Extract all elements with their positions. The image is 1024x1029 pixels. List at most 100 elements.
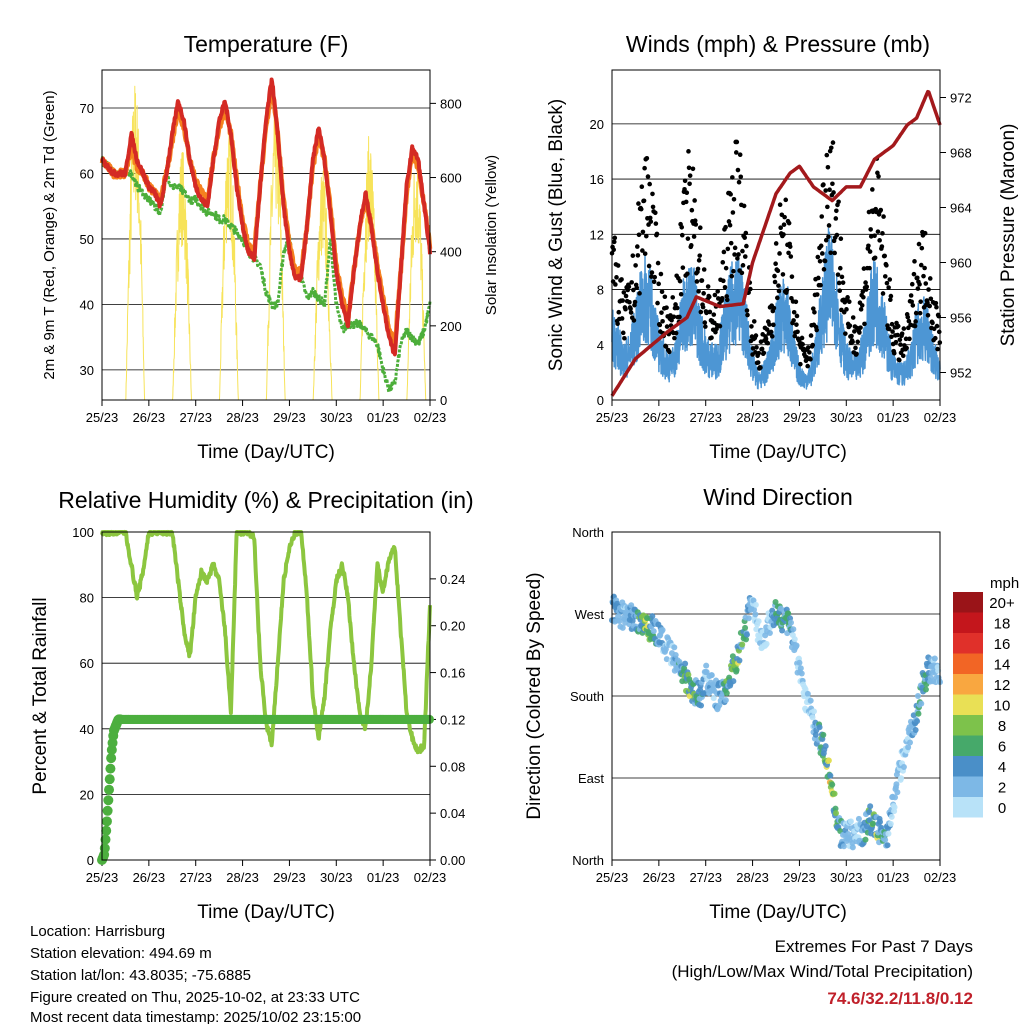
gust-point [703,324,708,329]
rh-xlabel: Time (Day/UTC) [197,902,335,923]
gust-point [622,335,627,341]
gust-point [765,340,771,346]
gust-point [899,331,905,336]
direction-point [914,692,921,699]
gust-point [778,225,783,231]
gust-point [903,336,909,342]
gust-point [649,274,654,279]
gust-point [724,297,730,303]
gust-point [693,222,699,227]
x-tick-label: 01/23 [367,410,400,425]
direction-point [672,652,679,659]
direction-point [698,702,705,709]
gust-point [776,288,782,294]
gust-point [612,235,618,241]
direction-point [730,678,737,685]
x-tick-label: 25/23 [86,870,119,885]
gust-point [791,318,796,323]
gust-point [611,247,616,253]
gust-point [773,241,779,246]
gust-point [863,280,868,285]
gust-point [733,150,739,155]
gust-point [621,290,627,295]
gust-point [855,339,861,345]
gust-point [837,265,843,271]
gust-point [834,208,839,214]
gust-point [777,251,782,256]
wind-y2label: Station Pressure (Maroon) [998,124,1019,347]
gust-point [858,325,863,330]
plot-frame [101,531,431,861]
gust-point [636,201,641,206]
y-tick-label: 40 [80,297,94,312]
gust-point [670,295,676,300]
gust-point [910,303,916,308]
direction-point [615,613,622,620]
x-tick-label: 29/23 [273,870,306,885]
direction-point [755,618,762,625]
gust-point [736,252,741,257]
gust-point [879,244,885,249]
legend-swatch [953,797,983,818]
gust-point [729,273,735,279]
gust-point [773,261,778,267]
gust-point [882,274,888,279]
gust-point [647,215,653,221]
gust-point [909,281,915,287]
gust-point [800,342,805,347]
gust-point [807,350,812,355]
gust-point [794,322,799,327]
direction-point [905,744,912,751]
gust-point [781,232,786,237]
legend-swatch [953,756,983,777]
y-tick-label: 20 [80,787,94,802]
gust-point [782,214,787,220]
gust-point [623,293,629,299]
gust-point [798,361,803,367]
y-tick-label: South [570,689,604,704]
gust-point [628,310,634,315]
gust-point [700,304,706,310]
gust-point [679,225,685,230]
gust-point [685,271,690,277]
gust-point [922,230,928,236]
gust-point [850,315,856,320]
gust-point [810,306,816,311]
gust-point [826,223,832,228]
gust-point [769,334,775,339]
gust-point [662,294,668,300]
gust-point [928,296,934,302]
gust-point [912,323,918,329]
direction-point [831,790,838,797]
direction-point [742,624,749,631]
gust-point [736,179,742,185]
gust-point [697,225,703,231]
plot-area [99,77,433,401]
gust-point [884,280,890,286]
x-tick-label: 26/23 [133,410,166,425]
gust-point [671,314,677,320]
gust-point [888,293,894,299]
extremes-heading: Extremes For Past 7 Days [775,937,973,956]
gust-point [687,181,692,187]
gust-point [825,164,831,170]
dewpoint-line [100,155,432,394]
direction-point [867,803,874,810]
x-tick-label: 02/23 [414,410,447,425]
direction-point [877,818,884,825]
gust-point [936,329,942,335]
gust-point [664,324,670,329]
y-tick-label: 4 [597,338,604,353]
gust-point [682,186,687,192]
direction-point [736,657,743,664]
gust-point [744,308,750,313]
gust-point [875,229,881,234]
rh-ylabel: Percent & Total Rainfall [30,597,51,794]
legend-swatch [953,612,983,633]
gust-point [740,263,746,268]
gust-point [882,253,888,259]
gust-point [844,307,849,312]
plot-area [97,530,435,865]
gust-point [647,181,652,187]
y2-tick-label: 0.24 [440,572,465,587]
